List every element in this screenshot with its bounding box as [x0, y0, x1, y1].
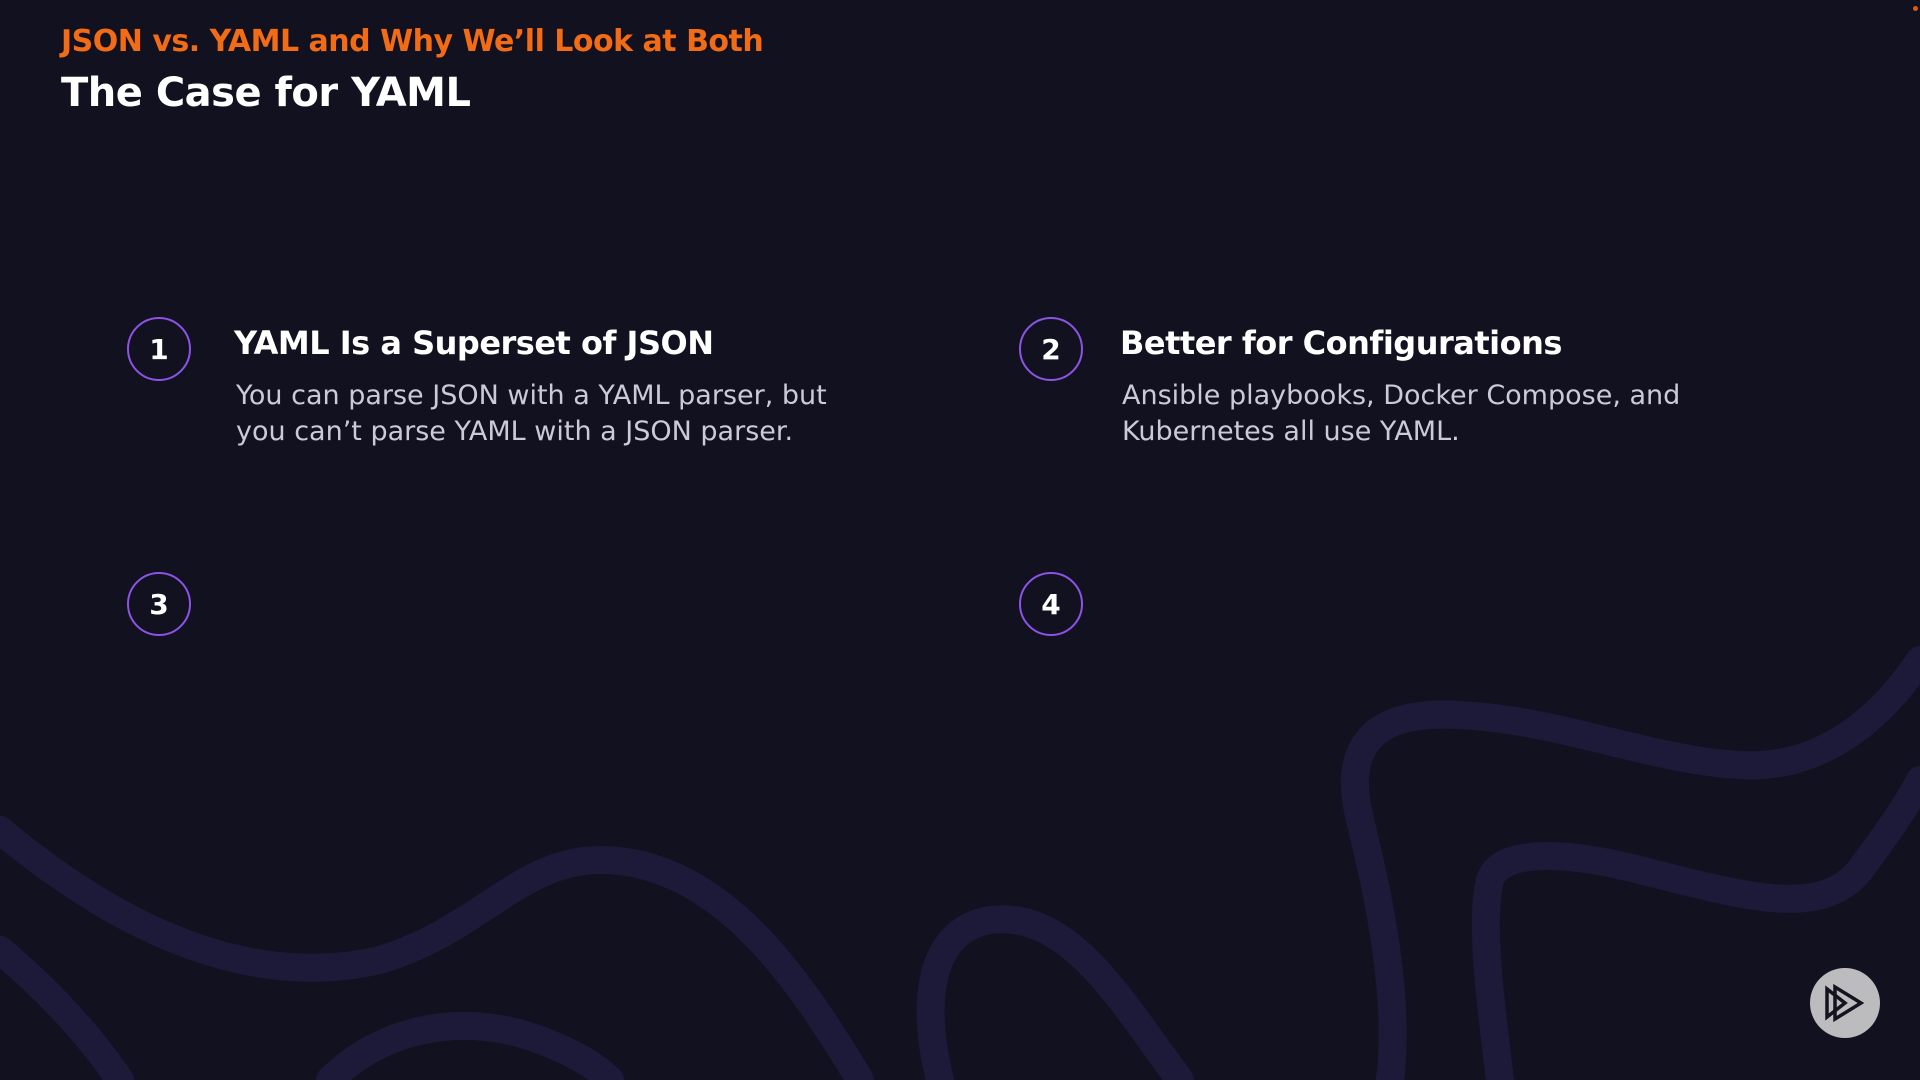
- point-heading-1: YAML Is a Superset of JSON: [234, 324, 714, 362]
- section-eyebrow: JSON vs. YAML and Why We’ll Look at Both: [61, 24, 764, 59]
- point-number-1: 1: [127, 317, 191, 381]
- status-dot: [1913, 6, 1918, 11]
- point-body-1: You can parse JSON with a YAML parser, b…: [236, 380, 827, 447]
- point-number-3: 3: [127, 572, 191, 636]
- point-body-2: Ansible playbooks, Docker Compose, and K…: [1122, 380, 1681, 447]
- slide-title: The Case for YAML: [61, 70, 471, 116]
- point-number-2: 2: [1019, 317, 1083, 381]
- point-heading-2: Better for Configurations: [1120, 324, 1562, 362]
- play-logo-icon: [1810, 968, 1880, 1038]
- point-number-4: 4: [1019, 572, 1083, 636]
